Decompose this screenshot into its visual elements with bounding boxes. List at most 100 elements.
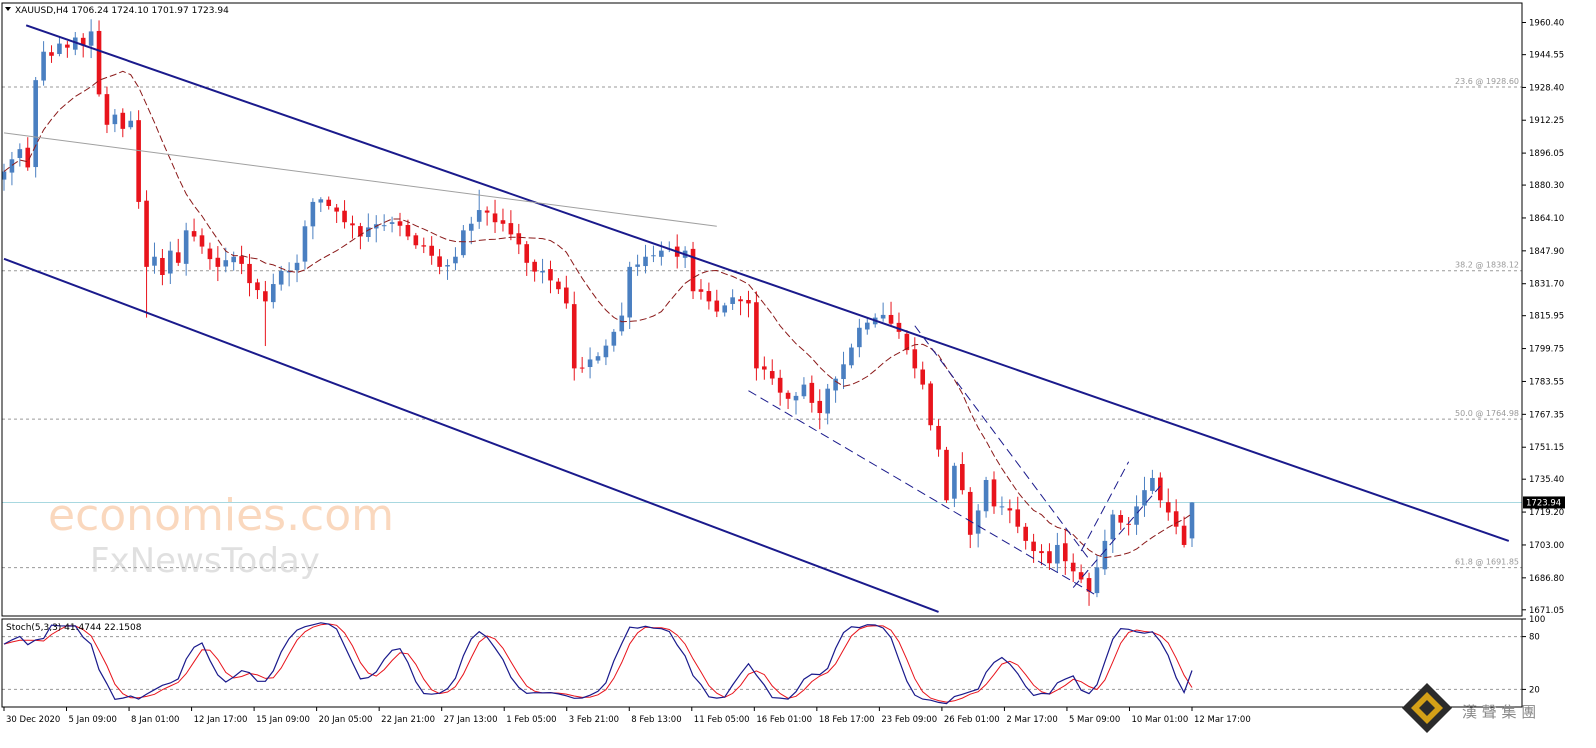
candle-body: [413, 235, 419, 246]
candle-body: [888, 314, 894, 324]
candle-body: [57, 43, 62, 54]
candle-body: [17, 149, 23, 158]
candle-body: [484, 210, 490, 213]
candle-body: [88, 31, 94, 46]
candle-body: [817, 400, 823, 414]
y-tick-label: 1896.05: [1529, 149, 1564, 159]
candle-body: [429, 245, 434, 256]
candle-body: [1070, 562, 1076, 572]
candle-body: [144, 200, 149, 267]
candle-body: [960, 464, 965, 491]
candle-body: [1142, 490, 1147, 506]
candle-body: [223, 260, 229, 267]
candle-body: [2, 171, 7, 180]
candle-body: [920, 369, 926, 385]
candle-body: [215, 257, 221, 267]
candle-body: [777, 377, 783, 393]
candle-body: [405, 224, 411, 237]
y-tick-label: 1847.90: [1529, 247, 1564, 257]
candle-body: [1118, 515, 1124, 523]
x-tick-label: 5 Jan 09:00: [69, 715, 117, 725]
candle-body: [1102, 540, 1108, 570]
symbol-header: XAUUSD,H4 1706.24 1724.10 1701.97 1723.9…: [5, 6, 229, 16]
candle-body: [1047, 551, 1052, 564]
candle-body: [548, 269, 553, 281]
stochastic-main-line: [3, 622, 1193, 705]
x-tick-label: 8 Feb 13:00: [631, 715, 681, 725]
candle-body: [643, 256, 648, 267]
stochastic-plot: [2, 622, 1522, 705]
candle-body: [967, 491, 973, 535]
x-tick-label: 12 Jan 17:00: [194, 715, 248, 725]
watermark: economies.com FxNewsToday: [48, 490, 394, 581]
candle-body: [152, 256, 157, 266]
candle-body: [1158, 477, 1163, 501]
candle-body: [207, 248, 213, 260]
candle-body: [944, 449, 949, 501]
candle-body: [453, 256, 458, 264]
stochastic-plot-frame: [1, 618, 1523, 708]
trend-line-wedge-lower: [748, 390, 1098, 597]
candle-body: [833, 378, 838, 391]
candle-body: [1062, 543, 1068, 562]
candle-body: [445, 265, 450, 267]
candle-body: [579, 367, 585, 369]
fib-level-label: 23.6 @ 1928.60: [1455, 77, 1519, 86]
candle-body: [326, 199, 332, 206]
candle-body: [49, 52, 54, 56]
current-price-tag: [1523, 496, 1565, 509]
candle-body: [785, 392, 791, 399]
candle-body: [199, 235, 205, 247]
x-tick-label: 3 Feb 21:00: [569, 715, 619, 725]
trend-line-flag-upper: [1080, 461, 1130, 552]
candle-body: [516, 233, 522, 245]
candle-body: [136, 120, 141, 202]
y-tick-label: 1960.40: [1529, 18, 1564, 28]
candle-body: [587, 359, 593, 368]
candle-body: [492, 213, 498, 223]
candle-body: [659, 250, 664, 257]
candle-body: [168, 250, 173, 274]
trend-line-channel-upper: [25, 24, 1510, 542]
fib-level-label: 50.0 @ 1764.98: [1455, 409, 1519, 418]
x-tick-label: 8 Jan 01:00: [131, 715, 179, 725]
candle-body: [1126, 523, 1131, 525]
candle-body: [936, 425, 941, 450]
x-tick-label: 5 Mar 09:00: [1069, 715, 1120, 725]
candle-body: [65, 44, 70, 48]
x-tick-label: 15 Jan 09:00: [256, 715, 310, 725]
candle-body: [1015, 509, 1021, 527]
y-tick-label: 1671.05: [1529, 606, 1564, 616]
candle-body: [651, 255, 656, 257]
candle-body: [461, 230, 466, 256]
x-tick-label: 2 Mar 17:00: [1006, 715, 1057, 725]
fib-level-label: 61.8 @ 1691.85: [1455, 558, 1519, 567]
y-tick-label: 1686.80: [1529, 574, 1564, 584]
candle-body: [508, 223, 514, 235]
candle-body: [627, 266, 632, 318]
stochastic-y-tick-label: 100: [1529, 615, 1545, 625]
y-tick-label: 1751.15: [1529, 443, 1564, 453]
candle-body: [1173, 511, 1179, 527]
y-tick-label: 1831.70: [1529, 280, 1564, 290]
candle-body: [603, 345, 609, 358]
x-tick-label: 22 Jan 21:00: [381, 715, 435, 725]
y-tick-label: 1767.35: [1529, 410, 1564, 420]
candle-body: [96, 30, 102, 95]
x-tick-label: 1 Feb 05:00: [506, 715, 556, 725]
corner-logo: 漢 聲 集 團: [1402, 683, 1536, 733]
candle-body: [849, 347, 854, 366]
candle-body: [1007, 508, 1013, 511]
candle-body: [80, 37, 86, 46]
y-tick-label: 1719.20: [1529, 508, 1564, 518]
candle-body: [738, 299, 743, 302]
x-tick-label: 23 Feb 09:00: [881, 715, 937, 725]
candle-body: [690, 248, 696, 292]
y-tick-label: 1799.75: [1529, 345, 1564, 355]
candle-body: [714, 300, 720, 312]
candle-body: [175, 252, 181, 263]
candle-body: [793, 395, 799, 401]
stochastic-signal-line: [3, 623, 1193, 703]
